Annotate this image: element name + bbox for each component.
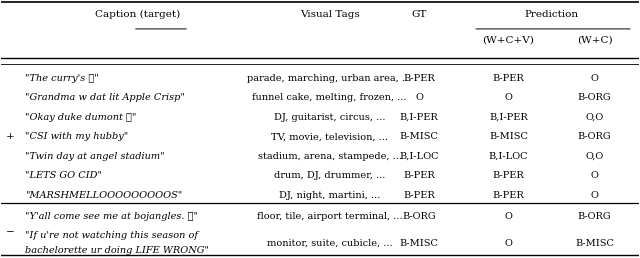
Text: B-PER: B-PER	[493, 171, 524, 180]
Text: −: −	[6, 228, 15, 237]
Text: drum, DJ, drummer, ...: drum, DJ, drummer, ...	[274, 171, 385, 180]
Text: "Twin day at angel stadium": "Twin day at angel stadium"	[25, 152, 164, 161]
Text: DJ, night, martini, ...: DJ, night, martini, ...	[279, 191, 380, 200]
Text: O,O: O,O	[586, 113, 604, 122]
Text: B-MISC: B-MISC	[575, 238, 614, 247]
Text: Prediction: Prediction	[524, 10, 579, 19]
Text: bachelorette ur doing LIFE WRONG": bachelorette ur doing LIFE WRONG"	[25, 246, 209, 255]
Text: B-ORG: B-ORG	[578, 93, 611, 102]
Text: B,I-LOC: B,I-LOC	[489, 152, 528, 161]
Text: B-PER: B-PER	[403, 171, 435, 180]
Text: B-PER: B-PER	[403, 191, 435, 200]
Text: O: O	[591, 74, 598, 83]
Text: DJ, guitarist, circus, ...: DJ, guitarist, circus, ...	[274, 113, 385, 122]
Text: B-PER: B-PER	[493, 74, 524, 83]
Text: O: O	[504, 212, 513, 221]
Text: B-PER: B-PER	[403, 74, 435, 83]
Text: (W+C): (W+C)	[577, 36, 612, 45]
Text: (W+C+V): (W+C+V)	[483, 36, 534, 45]
Text: "LETS GO CID": "LETS GO CID"	[25, 171, 102, 180]
Text: B-MISC: B-MISC	[399, 238, 438, 247]
Text: "The curry's 🏆": "The curry's 🏆"	[25, 74, 99, 83]
Text: "Grandma w dat lit Apple Crisp": "Grandma w dat lit Apple Crisp"	[25, 93, 185, 102]
Text: B-ORG: B-ORG	[578, 212, 611, 221]
Text: "Okay duke dumont 😍": "Okay duke dumont 😍"	[25, 113, 136, 122]
Text: Caption (target): Caption (target)	[95, 10, 180, 19]
Text: O,O: O,O	[586, 152, 604, 161]
Text: B-ORG: B-ORG	[402, 212, 436, 221]
Text: O: O	[415, 93, 423, 102]
Text: B-MISC: B-MISC	[399, 132, 438, 141]
Text: "CSI with my hubby": "CSI with my hubby"	[25, 132, 128, 141]
Text: O: O	[591, 171, 598, 180]
Text: stadium, arena, stampede, ...: stadium, arena, stampede, ...	[257, 152, 401, 161]
Text: O: O	[591, 191, 598, 200]
Text: GT: GT	[412, 10, 427, 19]
Text: "If u're not watching this season of: "If u're not watching this season of	[25, 231, 198, 240]
Text: O: O	[504, 238, 513, 247]
Text: B,I-PER: B,I-PER	[489, 113, 528, 122]
Text: B-PER: B-PER	[493, 191, 524, 200]
Text: "MARSHMELLOOOOOOOOOS": "MARSHMELLOOOOOOOOOS"	[25, 191, 182, 200]
Text: Visual Tags: Visual Tags	[300, 10, 360, 19]
Text: funnel cake, melting, frozen, ...: funnel cake, melting, frozen, ...	[252, 93, 407, 102]
Text: "Y'all come see me at bojangles. 😊": "Y'all come see me at bojangles. 😊"	[25, 212, 198, 221]
Text: O: O	[504, 93, 513, 102]
Text: B-MISC: B-MISC	[489, 132, 528, 141]
Text: parade, marching, urban area, ...: parade, marching, urban area, ...	[248, 74, 412, 83]
Text: +: +	[6, 132, 15, 141]
Text: TV, movie, television, ...: TV, movie, television, ...	[271, 132, 388, 141]
Text: floor, tile, airport terminal, ...: floor, tile, airport terminal, ...	[257, 212, 403, 221]
Text: monitor, suite, cubicle, ...: monitor, suite, cubicle, ...	[267, 238, 392, 247]
Text: B-ORG: B-ORG	[578, 132, 611, 141]
Text: B,I-LOC: B,I-LOC	[399, 152, 439, 161]
Text: B,I-PER: B,I-PER	[399, 113, 438, 122]
